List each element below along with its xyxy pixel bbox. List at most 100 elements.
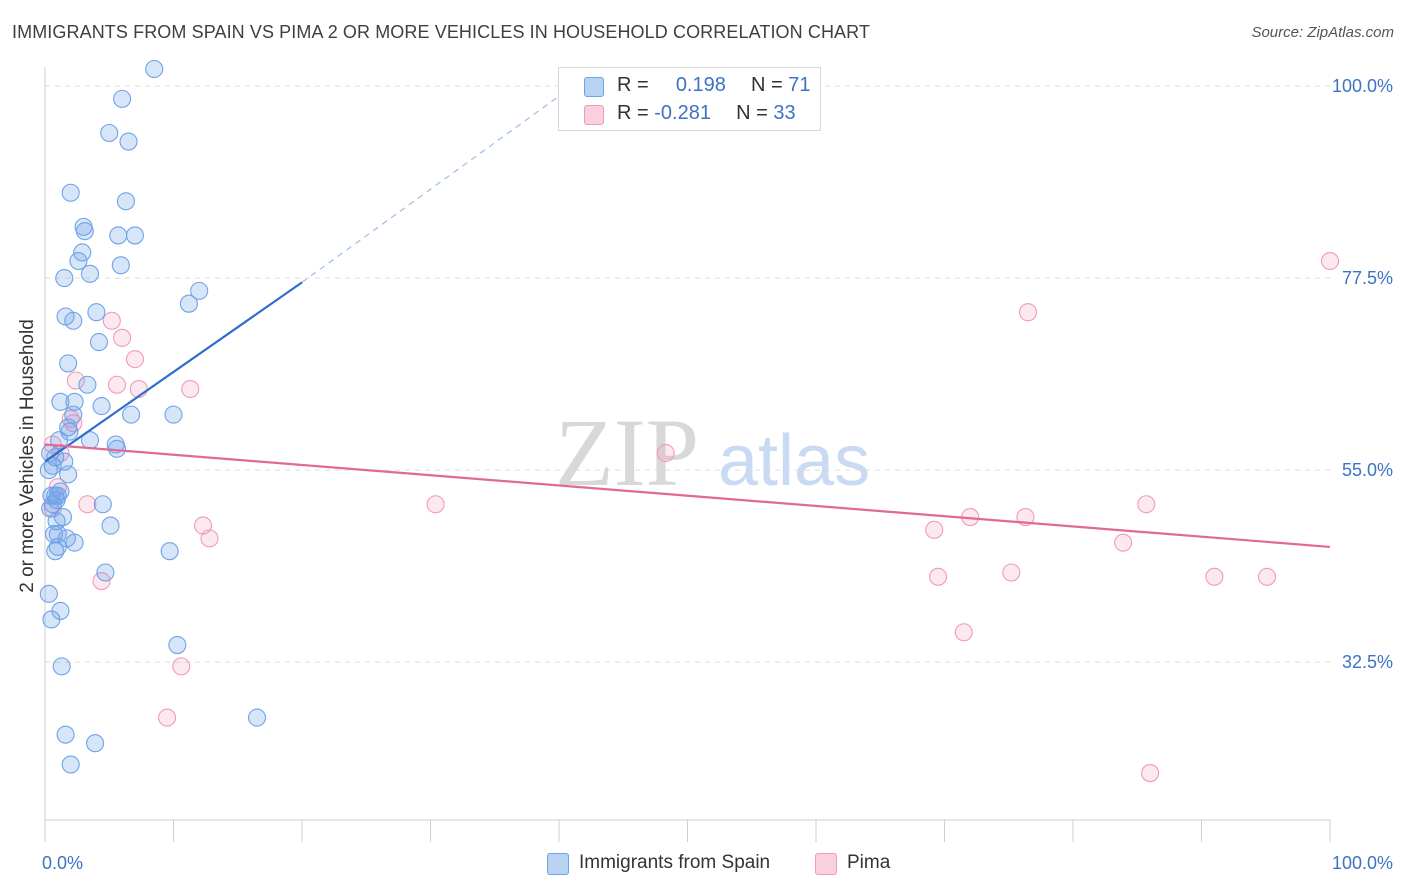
pima-point — [1257, 567, 1277, 586]
spain-point — [93, 495, 112, 514]
legend-n-label: N = — [736, 102, 768, 124]
chart-title: IMMIGRANTS FROM SPAIN VS PIMA 2 OR MORE … — [12, 22, 871, 42]
pima-point — [158, 708, 177, 727]
pima-point — [656, 443, 675, 463]
pima-point — [1320, 251, 1340, 271]
spain-point — [145, 59, 164, 79]
pima-point — [1205, 567, 1224, 586]
watermark: ZIP atlas — [555, 399, 870, 506]
y-tick-label: 55.0% — [1342, 460, 1393, 480]
pima-point — [172, 657, 191, 676]
spain-trend-extension — [301, 77, 586, 283]
spain-point — [55, 269, 74, 288]
legend-n-value-pima: 33 — [773, 102, 796, 124]
spain-point — [39, 584, 58, 603]
legend-r-label: R = — [617, 74, 649, 96]
pima-point — [954, 623, 973, 642]
pima-point — [125, 350, 144, 369]
axis-layer — [44, 67, 1331, 842]
legend-swatch-spain — [584, 77, 604, 97]
spain-point — [101, 516, 120, 535]
spain-point — [111, 256, 130, 275]
spain-points — [39, 59, 267, 774]
spain-point — [168, 636, 187, 655]
spain-point — [125, 226, 144, 245]
spain-point — [75, 222, 94, 241]
spain-point — [122, 405, 141, 424]
spain-point — [100, 123, 119, 143]
spain-point — [39, 461, 58, 480]
trend-lines — [44, 77, 1331, 549]
y-tick-label: 100.0% — [1332, 76, 1393, 96]
spain-trend-line — [44, 281, 303, 463]
legend-r-value-spain: 0.198 — [675, 74, 726, 96]
bottom-legend-swatch-pima — [815, 853, 837, 875]
legend-r-label: R = — [617, 102, 649, 124]
spain-point — [61, 183, 80, 202]
legend-n-label: N = — [751, 74, 783, 96]
pima-point — [929, 567, 948, 586]
spain-point — [51, 392, 70, 411]
spain-point — [190, 281, 209, 300]
pima-point — [200, 529, 219, 548]
spain-point — [247, 708, 267, 727]
pima-point — [66, 371, 85, 390]
spain-point — [113, 89, 132, 108]
spain-point — [164, 405, 183, 424]
spain-point — [42, 610, 61, 629]
spain-point — [59, 465, 78, 484]
spain-point — [65, 533, 84, 552]
legend-r-value-pima: -0.281 — [654, 102, 711, 124]
spain-point — [116, 192, 136, 211]
spain-point — [69, 251, 88, 271]
spain-point — [73, 243, 92, 262]
bottom-legend-label-pima: Pima — [847, 852, 891, 873]
watermark-zip: ZIP — [555, 399, 699, 506]
bottom-legend-label-spain: Immigrants from Spain — [579, 852, 771, 873]
pima-trend-line — [44, 443, 1331, 549]
spain-point — [119, 132, 138, 151]
y-axis-label: 2 or more Vehicles in Household — [17, 319, 38, 593]
pima-point — [1137, 495, 1156, 514]
spain-point — [86, 734, 105, 753]
pima-point — [181, 379, 200, 399]
spain-point — [87, 303, 106, 322]
pima-point — [925, 520, 944, 539]
pima-point — [1114, 533, 1133, 552]
spain-point — [59, 354, 78, 373]
x-tick-label-start: 0.0% — [42, 853, 83, 873]
spain-point — [92, 397, 111, 416]
pima-points — [43, 251, 1340, 783]
spain-point — [65, 392, 84, 411]
spain-point — [56, 725, 75, 744]
spain-point — [89, 333, 109, 352]
spain-point — [160, 542, 179, 561]
spain-point — [46, 542, 65, 561]
pima-point — [1141, 764, 1160, 783]
pima-point — [113, 328, 132, 347]
source-label: Source: ZipAtlas.com — [1251, 24, 1394, 41]
x-tick-label-end: 100.0% — [1332, 853, 1393, 873]
spain-point — [96, 563, 115, 582]
pima-point — [1002, 563, 1021, 582]
spain-point — [64, 311, 83, 330]
bottom-legend-swatch-spain — [547, 853, 569, 875]
pima-point — [92, 571, 111, 591]
pima-point — [426, 495, 445, 514]
spain-point — [80, 264, 100, 283]
legend-n-value-spain: 71 — [788, 74, 811, 96]
stats-legend: R = 0.198 N = 71 R = -0.281 N = 33 — [558, 67, 821, 131]
watermark-atlas: atlas — [718, 421, 870, 501]
y-tick-label: 77.5% — [1342, 268, 1393, 288]
spain-point — [109, 226, 128, 245]
pima-point — [1018, 303, 1038, 322]
pima-point — [107, 375, 127, 394]
y-tick-label: 32.5% — [1342, 652, 1393, 672]
spain-point — [179, 294, 198, 313]
spain-point — [52, 657, 71, 676]
grid-layer — [45, 85, 1330, 663]
spain-point — [61, 755, 80, 774]
legend-swatch-pima — [584, 105, 604, 125]
spain-point — [78, 375, 97, 394]
